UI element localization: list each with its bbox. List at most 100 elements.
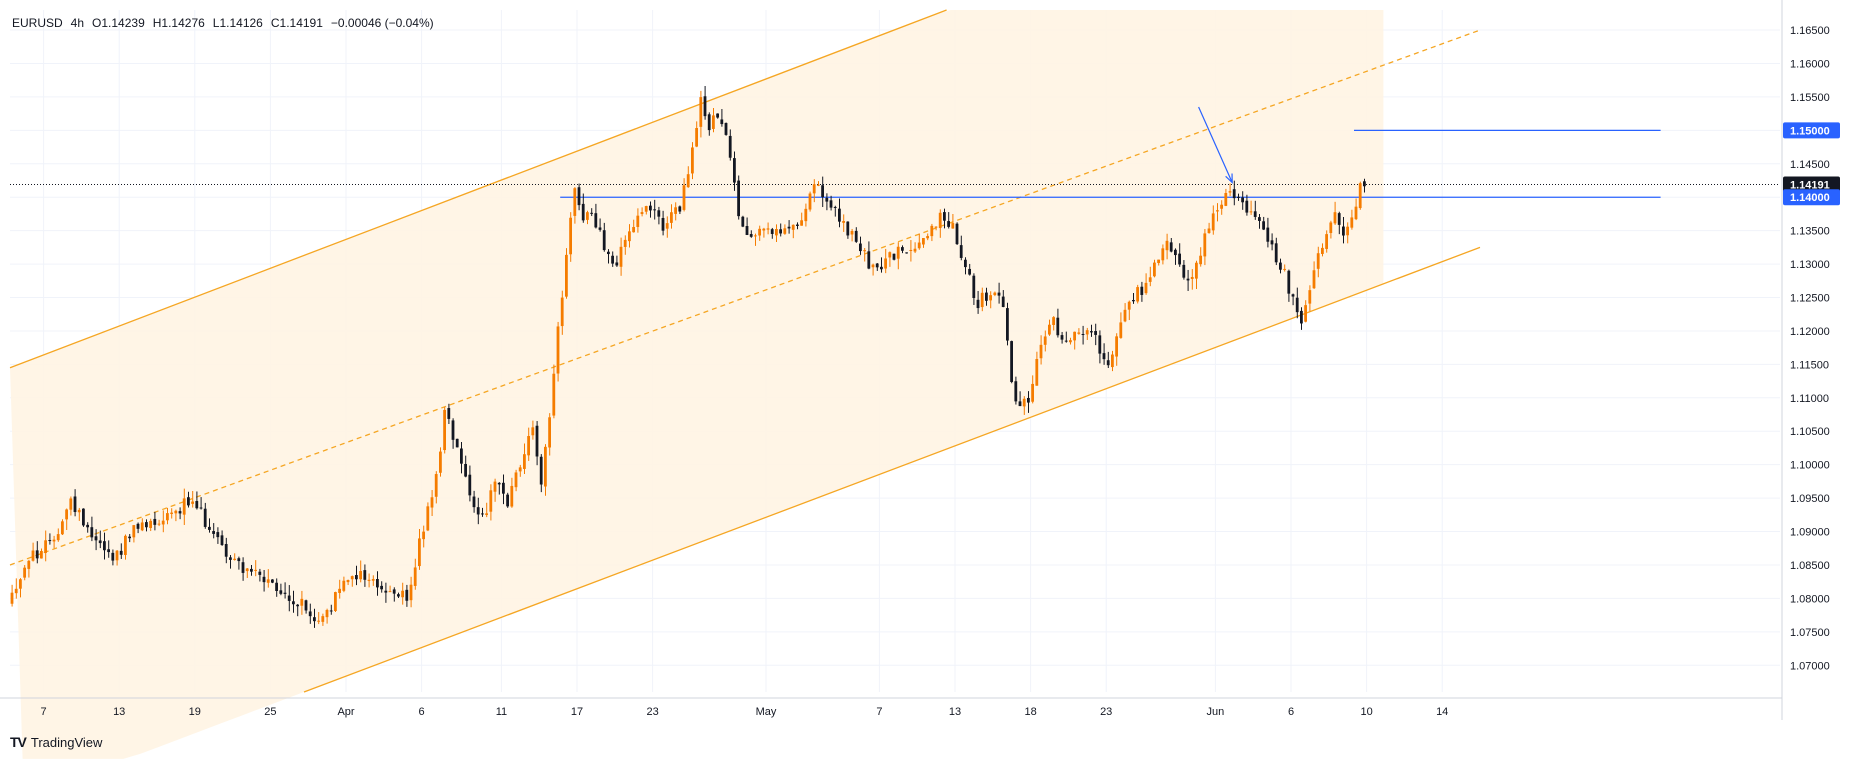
candle-body: [615, 262, 619, 266]
candle-body: [829, 200, 833, 208]
candle-body: [754, 235, 757, 237]
candle-body: [917, 242, 921, 249]
candle-body: [447, 408, 451, 419]
candle-body: [644, 206, 648, 212]
candle-body: [804, 208, 808, 222]
candle-body: [1069, 340, 1072, 343]
candle-body: [611, 255, 614, 264]
candle-body: [224, 543, 228, 557]
candle-body: [1312, 270, 1316, 289]
candle-body: [678, 206, 682, 212]
candle-body: [838, 208, 841, 222]
candle-body: [338, 588, 341, 593]
candle-body: [989, 295, 992, 301]
candle-body: [964, 259, 967, 268]
candle-body: [44, 540, 47, 553]
candle-body: [1249, 211, 1253, 213]
time-tick-label: 6: [419, 706, 425, 718]
candle-body: [1081, 334, 1085, 336]
candle-body: [712, 115, 715, 129]
candle-body: [770, 229, 774, 234]
candle-body: [342, 580, 346, 591]
time-axis[interactable]: 7 13 19 25 Apr 6 11 17 23 May 7 13 18 23 Jun 6 10 14: [0, 697, 1782, 718]
candle-body: [1279, 262, 1282, 270]
candle-body: [560, 297, 564, 327]
candle-body: [691, 147, 694, 174]
candle-body: [1174, 249, 1177, 256]
candle-body: [111, 552, 115, 561]
candle-body: [884, 258, 887, 269]
candle-body: [119, 550, 123, 555]
candle-body: [451, 420, 455, 440]
candle-body: [552, 373, 556, 416]
candle-body: [661, 217, 665, 231]
candle-body: [23, 567, 26, 578]
candle-body: [1094, 331, 1097, 335]
price-tick-label: 1.16000: [1790, 58, 1830, 70]
candle-body: [1136, 287, 1139, 302]
candle-body: [1203, 233, 1207, 257]
candle-body: [1085, 330, 1089, 335]
price-axis[interactable]: 1.16500 1.16000 1.15500 1.15000 1.14500 1.140…: [1781, 0, 1840, 720]
candle-body: [812, 184, 816, 194]
candle-body: [518, 467, 522, 472]
horizontal-levels[interactable]: [10, 129, 1780, 198]
candle-body: [212, 531, 215, 534]
annotation-arrow[interactable]: [1198, 106, 1233, 183]
candle-body: [707, 114, 711, 131]
candle-body: [481, 513, 484, 515]
price-label-last: 1.14191: [1790, 179, 1830, 191]
time-tick-label: 23: [1100, 706, 1112, 718]
candle-body: [783, 228, 787, 234]
candle-body: [926, 236, 929, 239]
candle-body: [636, 215, 640, 227]
candle-body: [850, 230, 854, 235]
tradingview-logo-icon: TV: [10, 734, 27, 750]
candle-body: [367, 579, 371, 581]
tradingview-brand[interactable]: TV TradingView: [10, 734, 102, 750]
price-tick-label: 1.07000: [1790, 660, 1830, 672]
candle-body: [1199, 255, 1202, 265]
time-tick-label: 7: [876, 706, 882, 718]
candle-body: [833, 206, 837, 208]
candle-body: [439, 451, 442, 473]
candle-body: [229, 557, 232, 560]
candle-body: [350, 576, 354, 580]
candle-body: [1241, 197, 1244, 203]
candle-body: [27, 560, 31, 569]
candle-body: [279, 590, 283, 594]
candle-body: [623, 239, 627, 247]
candle-body: [460, 448, 463, 464]
candle-body: [1098, 335, 1102, 354]
candle-body: [208, 526, 211, 530]
candle-body: [619, 246, 623, 267]
candle-body: [670, 212, 673, 223]
price-tick-label: 1.11000: [1790, 393, 1829, 405]
symbol-name[interactable]: EURUSD: [12, 16, 63, 30]
candle-body: [1228, 191, 1232, 193]
channel-lower-line[interactable]: [303, 246, 1481, 693]
channel-upper-line[interactable]: [9, 9, 947, 369]
candle-body: [1169, 242, 1173, 252]
price-channel[interactable]: [9, 9, 1481, 759]
price-tick-label: 1.13500: [1790, 226, 1830, 238]
candle-body: [1048, 324, 1051, 335]
candle-body: [901, 247, 904, 251]
candle-body: [489, 490, 493, 512]
candle-body: [1190, 276, 1194, 279]
timeframe[interactable]: 4h: [70, 16, 85, 30]
candle-body: [355, 575, 358, 580]
candle-body: [628, 231, 631, 242]
candle-body: [527, 436, 530, 456]
candle-body: [602, 230, 606, 251]
candle-body: [968, 268, 971, 275]
candle-body: [548, 417, 551, 448]
candle-body: [1043, 336, 1047, 345]
candle-body: [485, 513, 488, 515]
candle-body: [182, 498, 186, 515]
annotations[interactable]: [1198, 106, 1233, 184]
candle-body: [594, 213, 598, 228]
candle-body: [98, 540, 102, 544]
price-tick-label: 1.09500: [1790, 493, 1830, 505]
